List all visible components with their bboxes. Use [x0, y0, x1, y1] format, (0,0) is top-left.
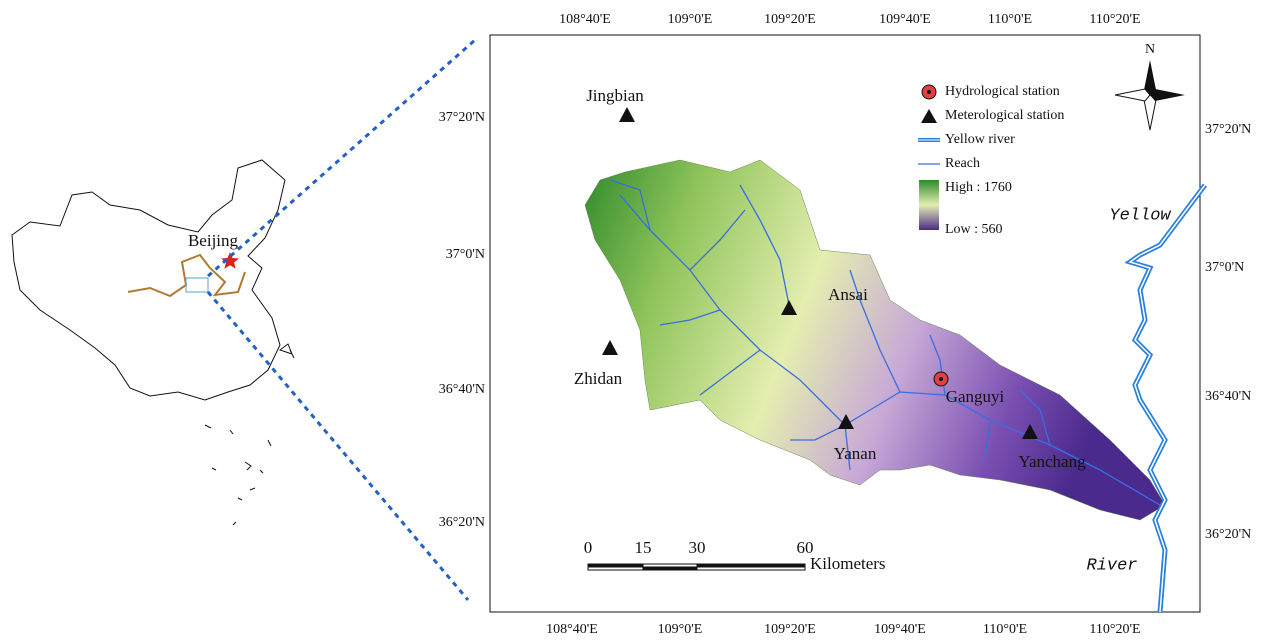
- lon-label: 109°20'E: [764, 622, 816, 637]
- lon-label: 109°20'E: [764, 12, 816, 27]
- scale-tick-label: 60: [797, 538, 814, 557]
- lat-label: 37°0'N: [1205, 260, 1244, 275]
- map-figure: Beijing Yellow River N Hy: [0, 0, 1271, 640]
- zoom-line: [208, 292, 468, 600]
- hydrological-station-dot: [939, 377, 943, 381]
- lon-label: 108°40'E: [546, 622, 598, 637]
- lat-label: 36°40'N: [439, 382, 485, 397]
- legend-label: Meterological station: [945, 108, 1064, 123]
- lon-label: 108°40'E: [559, 12, 611, 27]
- lon-label: 110°20'E: [1089, 622, 1140, 637]
- scale-tick-label: 30: [689, 538, 706, 557]
- station-label: Zhidan: [574, 369, 623, 388]
- north-label: N: [1145, 42, 1155, 57]
- lat-label: 37°20'N: [1205, 122, 1251, 137]
- lon-label: 109°40'E: [879, 12, 931, 27]
- station-label: Ansai: [828, 285, 868, 304]
- inset-study-box: [186, 278, 208, 292]
- scale-tick-label: 0: [584, 538, 593, 557]
- lon-label: 109°0'E: [668, 12, 713, 27]
- lon-label: 110°20'E: [1089, 12, 1140, 27]
- lat-label: 37°20'N: [439, 110, 485, 125]
- lon-label: 110°0'E: [983, 622, 1027, 637]
- station-label: Ganguyi: [946, 387, 1005, 406]
- station-label: Jingbian: [586, 86, 644, 105]
- inset-map: [12, 160, 294, 525]
- station-label: Yanan: [834, 444, 877, 463]
- zoom-line: [208, 40, 475, 276]
- lat-label: 36°40'N: [1205, 389, 1251, 404]
- legend-label: Reach: [945, 156, 980, 171]
- lat-label: 36°20'N: [1205, 527, 1251, 542]
- legend-label: Low : 560: [945, 222, 1003, 237]
- station-label: Yanchang: [1018, 452, 1086, 471]
- scale-tick-label: 15: [635, 538, 652, 557]
- lon-label: 110°0'E: [988, 12, 1032, 27]
- scale-bar: [588, 564, 805, 570]
- scale-unit: Kilometers: [810, 554, 886, 573]
- legend-label: Yellow river: [945, 132, 1015, 147]
- inset-label: Beijing: [188, 231, 239, 250]
- legend-label: Hydrological station: [945, 84, 1060, 99]
- lon-label: 109°0'E: [658, 622, 703, 637]
- lat-label: 37°0'N: [446, 247, 485, 262]
- river-label: Yellow: [1109, 206, 1171, 225]
- lon-label: 109°40'E: [874, 622, 926, 637]
- river-label: River: [1086, 556, 1137, 575]
- lat-label: 36°20'N: [439, 515, 485, 530]
- legend-label: High : 1760: [945, 180, 1012, 195]
